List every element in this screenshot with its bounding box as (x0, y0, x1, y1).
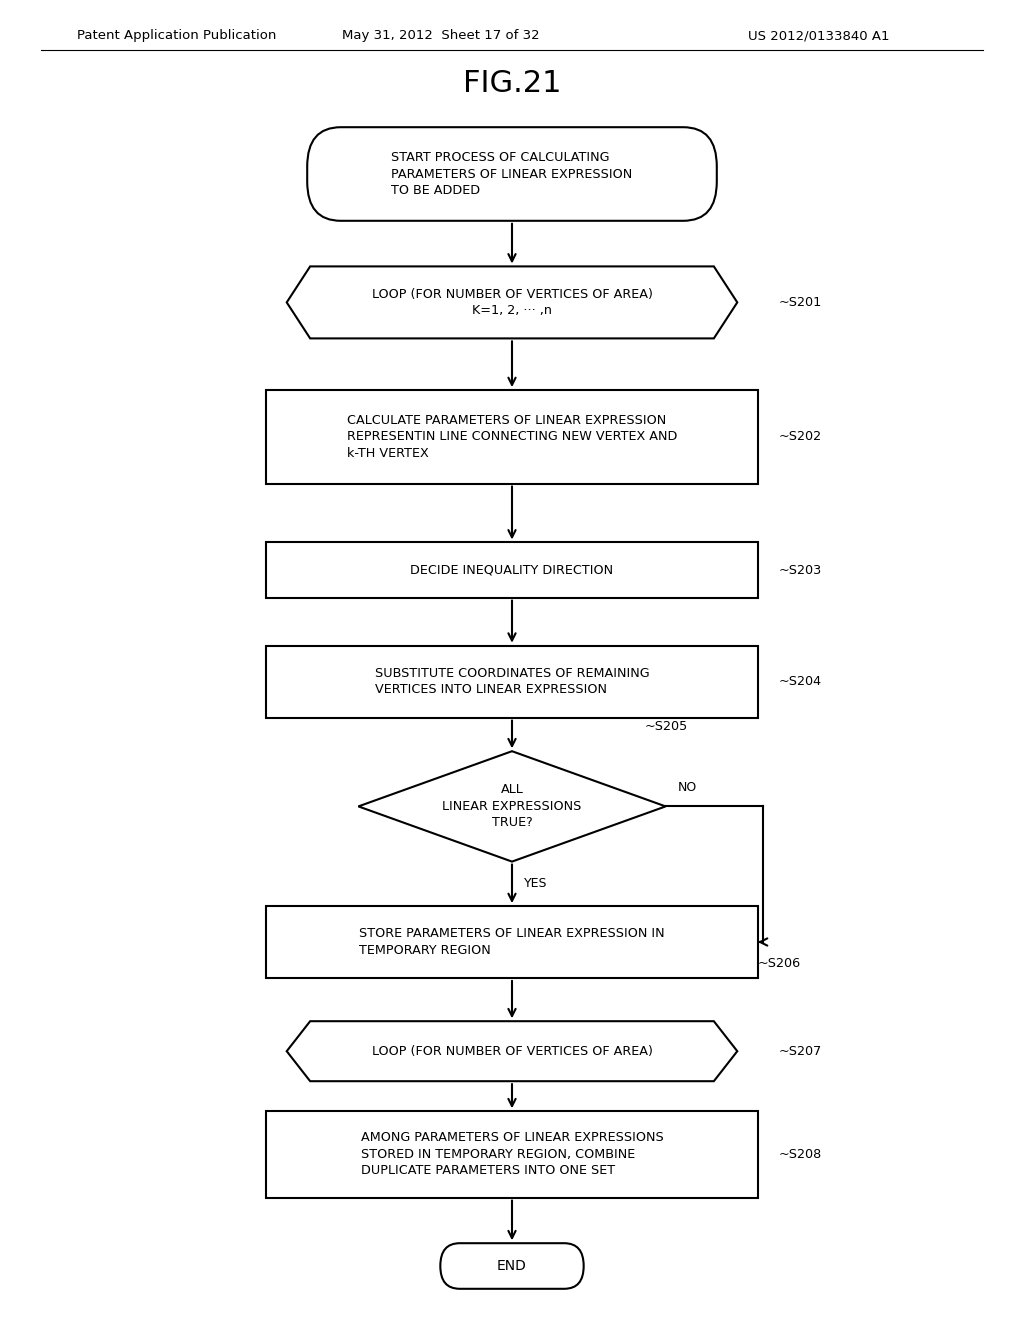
Text: Patent Application Publication: Patent Application Publication (77, 29, 276, 42)
Polygon shape (287, 267, 737, 338)
Bar (266, 645, 758, 718)
Text: ALL
LINEAR EXPRESSIONS
TRUE?: ALL LINEAR EXPRESSIONS TRUE? (442, 783, 582, 829)
Text: DECIDE INEQUALITY DIRECTION: DECIDE INEQUALITY DIRECTION (411, 564, 613, 577)
FancyBboxPatch shape (440, 1243, 584, 1288)
Bar (266, 906, 758, 978)
Text: START PROCESS OF CALCULATING
PARAMETERS OF LINEAR EXPRESSION
TO BE ADDED: START PROCESS OF CALCULATING PARAMETERS … (391, 150, 633, 197)
Text: END: END (497, 1259, 527, 1272)
Text: US 2012/0133840 A1: US 2012/0133840 A1 (748, 29, 889, 42)
Polygon shape (287, 1022, 737, 1081)
Text: FIG.21: FIG.21 (463, 70, 561, 99)
Text: LOOP (FOR NUMBER OF VERTICES OF AREA): LOOP (FOR NUMBER OF VERTICES OF AREA) (372, 1044, 652, 1057)
Text: ~S208: ~S208 (778, 1148, 821, 1160)
Bar (266, 1111, 758, 1197)
Text: SUBSTITUTE COORDINATES OF REMAINING
VERTICES INTO LINEAR EXPRESSION: SUBSTITUTE COORDINATES OF REMAINING VERT… (375, 667, 649, 697)
Bar (266, 543, 758, 598)
Text: ~S202: ~S202 (778, 430, 821, 444)
Text: ~S205: ~S205 (645, 721, 688, 733)
Text: AMONG PARAMETERS OF LINEAR EXPRESSIONS
STORED IN TEMPORARY REGION, COMBINE
DUPLI: AMONG PARAMETERS OF LINEAR EXPRESSIONS S… (360, 1131, 664, 1177)
Bar (266, 389, 758, 483)
Text: LOOP (FOR NUMBER OF VERTICES OF AREA)
K=1, 2, ··· ,n: LOOP (FOR NUMBER OF VERTICES OF AREA) K=… (372, 288, 652, 317)
Text: ~S207: ~S207 (778, 1044, 821, 1057)
FancyBboxPatch shape (307, 127, 717, 220)
Polygon shape (358, 751, 666, 862)
Text: ~S204: ~S204 (778, 675, 821, 688)
Text: CALCULATE PARAMETERS OF LINEAR EXPRESSION
REPRESENTIN LINE CONNECTING NEW VERTEX: CALCULATE PARAMETERS OF LINEAR EXPRESSIO… (347, 413, 677, 459)
Text: May 31, 2012  Sheet 17 of 32: May 31, 2012 Sheet 17 of 32 (342, 29, 539, 42)
Text: YES: YES (524, 876, 548, 890)
Text: NO: NO (678, 781, 697, 795)
Text: ~S206: ~S206 (758, 957, 801, 970)
Text: ~S201: ~S201 (778, 296, 821, 309)
Text: STORE PARAMETERS OF LINEAR EXPRESSION IN
TEMPORARY REGION: STORE PARAMETERS OF LINEAR EXPRESSION IN… (359, 927, 665, 957)
Text: ~S203: ~S203 (778, 564, 821, 577)
